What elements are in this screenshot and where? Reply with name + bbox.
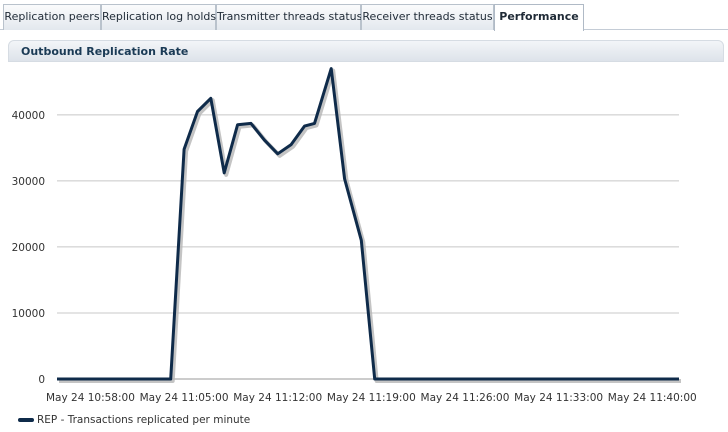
x-tick-label: May 24 11:40:00: [608, 392, 697, 404]
chart-series: [57, 67, 681, 383]
x-tick-label: May 24 11:19:00: [327, 392, 416, 404]
chart-gridlines: [57, 114, 679, 380]
y-tick-label: 10000: [12, 308, 45, 320]
y-tick-label: 20000: [12, 242, 45, 254]
x-tick-label: May 24 11:26:00: [421, 392, 510, 404]
y-tick-label: 40000: [12, 110, 45, 122]
tab-bar: Replication peers Replication log holds …: [0, 0, 728, 31]
chart-legend: REP - Transactions replicated per minute: [18, 414, 250, 430]
tab-transmitter-threads-status[interactable]: Transmitter threads status: [216, 4, 362, 30]
panel-header: Outbound Replication Rate: [8, 40, 724, 62]
panel-title: Outbound Replication Rate: [21, 45, 189, 58]
x-tick-label: May 24 11:05:00: [140, 392, 229, 404]
tab-replication-log-holds[interactable]: Replication log holds: [101, 4, 216, 30]
y-tick-label: 0: [38, 374, 45, 386]
legend-label: REP - Transactions replicated per minute: [37, 414, 251, 426]
x-tick-label: May 24 11:33:00: [514, 392, 603, 404]
tab-performance[interactable]: Performance: [494, 4, 584, 31]
y-axis-tick-labels: 0 10000 20000 30000 40000: [12, 110, 45, 386]
series-line[interactable]: [57, 67, 679, 381]
x-tick-label: May 24 10:58:00: [46, 392, 135, 404]
x-tick-label: May 24 11:12:00: [233, 392, 322, 404]
legend-swatch: [18, 418, 34, 422]
tab-receiver-threads-status[interactable]: Receiver threads status: [361, 4, 494, 30]
y-tick-label: 30000: [12, 176, 45, 188]
tab-replication-peers[interactable]: Replication peers: [3, 4, 101, 30]
x-axis-tick-labels: May 24 10:58:00 May 24 11:05:00 May 24 11:…: [46, 392, 697, 404]
